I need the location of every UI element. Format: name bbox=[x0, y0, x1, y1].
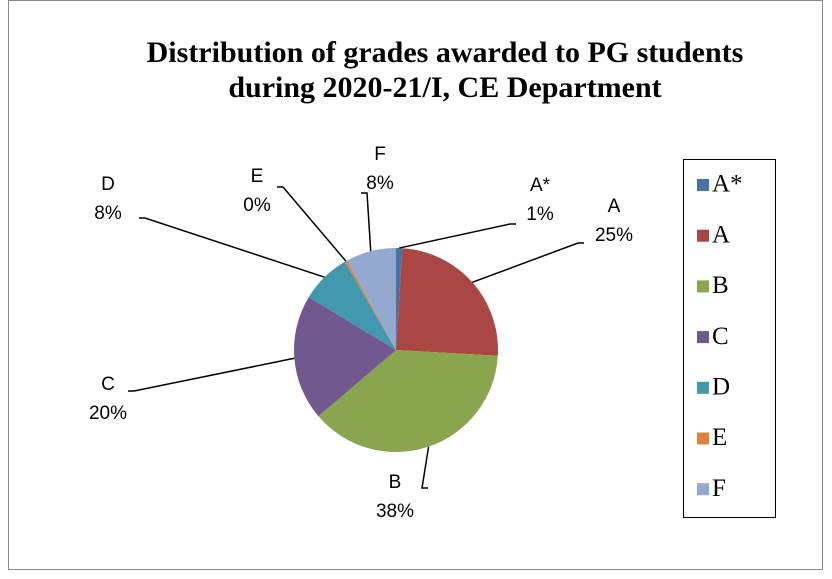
slice-category-label: C bbox=[101, 374, 115, 395]
pie-slice bbox=[347, 248, 396, 350]
legend-label: E bbox=[712, 424, 727, 451]
slice-category-label: A* bbox=[530, 175, 551, 196]
leader-line bbox=[421, 446, 430, 489]
legend-swatch bbox=[697, 280, 709, 293]
slice-category-label: E bbox=[251, 166, 264, 187]
slice-category-label: A bbox=[608, 196, 621, 217]
legend-label: A bbox=[712, 221, 730, 248]
legend-swatch bbox=[697, 381, 709, 394]
legend-swatch bbox=[697, 229, 709, 242]
slice-value-label: 38% bbox=[376, 501, 414, 522]
legend-label: B bbox=[712, 272, 729, 299]
leader-line bbox=[277, 186, 347, 262]
pie-slice bbox=[396, 248, 403, 350]
slice-value-label: 20% bbox=[89, 403, 127, 424]
pie-slice bbox=[308, 261, 396, 350]
slice-category-label: D bbox=[101, 174, 115, 195]
leader-line bbox=[139, 217, 325, 278]
slice-value-label: 0% bbox=[243, 195, 271, 216]
chart-title: Distribution of grades awarded to PG stu… bbox=[147, 36, 744, 104]
leader-line bbox=[361, 192, 372, 252]
slice-value-label: 1% bbox=[526, 204, 554, 225]
legend-label: A* bbox=[712, 171, 743, 198]
legend-swatch bbox=[697, 432, 709, 445]
leader-line bbox=[472, 242, 584, 283]
legend-swatch bbox=[697, 179, 709, 191]
pie-slice bbox=[294, 297, 396, 417]
slice-value-label: 25% bbox=[595, 225, 633, 246]
slice-category-label: B bbox=[389, 472, 402, 493]
legend-swatch bbox=[697, 331, 709, 344]
slice-value-label: 8% bbox=[366, 173, 394, 194]
pie-slice bbox=[396, 248, 499, 356]
slice-category-label: F bbox=[374, 144, 386, 165]
legend-label: C bbox=[712, 323, 729, 350]
legend-label: F bbox=[712, 475, 726, 502]
slice-value-label: 8% bbox=[94, 203, 122, 224]
pie-slice bbox=[344, 260, 396, 350]
legend-label: D bbox=[712, 374, 730, 401]
leader-line bbox=[399, 223, 516, 249]
legend-swatch bbox=[697, 483, 709, 496]
leader-line bbox=[128, 357, 295, 392]
pie-slice bbox=[318, 350, 498, 452]
